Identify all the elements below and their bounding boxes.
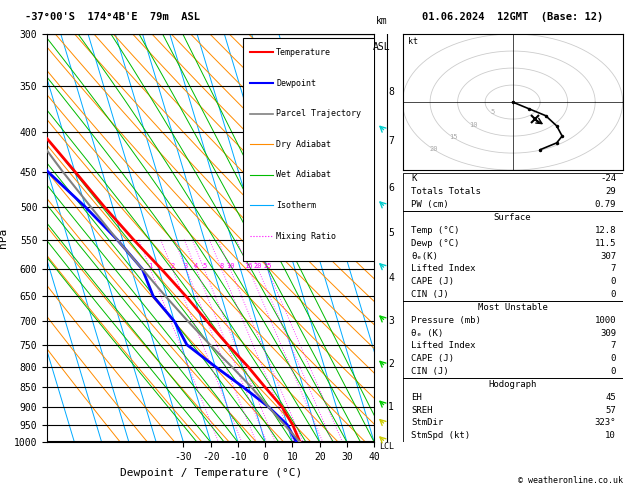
Text: 0.79: 0.79 bbox=[594, 200, 616, 209]
Text: © weatheronline.co.uk: © weatheronline.co.uk bbox=[518, 476, 623, 485]
Text: 1: 1 bbox=[148, 263, 152, 269]
Text: CIN (J): CIN (J) bbox=[411, 367, 449, 376]
Text: CIN (J): CIN (J) bbox=[411, 290, 449, 299]
Text: Wet Adiabat: Wet Adiabat bbox=[276, 171, 331, 179]
Text: 1: 1 bbox=[388, 401, 394, 412]
Text: 307: 307 bbox=[600, 252, 616, 260]
Text: 11.5: 11.5 bbox=[594, 239, 616, 248]
Text: 15: 15 bbox=[449, 134, 457, 140]
Text: Totals Totals: Totals Totals bbox=[411, 187, 481, 196]
Text: CAPE (J): CAPE (J) bbox=[411, 277, 454, 286]
Text: 5: 5 bbox=[388, 228, 394, 238]
Text: 0: 0 bbox=[611, 354, 616, 363]
Text: Pressure (mb): Pressure (mb) bbox=[411, 316, 481, 325]
Text: km: km bbox=[376, 16, 387, 26]
Text: Isotherm: Isotherm bbox=[276, 201, 316, 210]
Text: 4: 4 bbox=[388, 273, 394, 283]
Text: 0: 0 bbox=[611, 277, 616, 286]
Text: 7: 7 bbox=[611, 342, 616, 350]
Text: Mixing Ratio: Mixing Ratio bbox=[276, 232, 336, 241]
Text: 29: 29 bbox=[605, 187, 616, 196]
Text: Dry Adiabat: Dry Adiabat bbox=[276, 140, 331, 149]
Text: 1000: 1000 bbox=[594, 316, 616, 325]
Text: Isotherm: Isotherm bbox=[276, 201, 316, 210]
Text: Lifted Index: Lifted Index bbox=[411, 342, 476, 350]
Text: 6: 6 bbox=[388, 183, 394, 192]
Text: K: K bbox=[411, 174, 417, 183]
Text: 20: 20 bbox=[429, 146, 438, 152]
Text: Parcel Trajectory: Parcel Trajectory bbox=[276, 109, 361, 118]
Text: 3: 3 bbox=[388, 316, 394, 326]
Text: Mixing Ratio: Mixing Ratio bbox=[276, 232, 336, 241]
Text: 7: 7 bbox=[388, 136, 394, 146]
Text: 2: 2 bbox=[388, 360, 394, 369]
Text: SREH: SREH bbox=[411, 406, 433, 415]
Text: PW (cm): PW (cm) bbox=[411, 200, 449, 209]
Text: Lifted Index: Lifted Index bbox=[411, 264, 476, 273]
Text: 25: 25 bbox=[263, 263, 272, 269]
Text: Dewpoint: Dewpoint bbox=[276, 79, 316, 87]
Text: 01.06.2024  12GMT  (Base: 12): 01.06.2024 12GMT (Base: 12) bbox=[422, 12, 603, 22]
Text: 0: 0 bbox=[611, 367, 616, 376]
Text: Parcel Trajectory: Parcel Trajectory bbox=[276, 109, 361, 118]
Text: 5: 5 bbox=[491, 109, 495, 115]
Text: 323°: 323° bbox=[594, 418, 616, 428]
Text: 7: 7 bbox=[611, 264, 616, 273]
Text: StmDir: StmDir bbox=[411, 418, 443, 428]
Text: 2: 2 bbox=[170, 263, 175, 269]
Text: 4: 4 bbox=[194, 263, 198, 269]
Text: θₑ(K): θₑ(K) bbox=[411, 252, 438, 260]
Text: Temp (°C): Temp (°C) bbox=[411, 226, 460, 235]
Text: 12.8: 12.8 bbox=[594, 226, 616, 235]
Text: 16: 16 bbox=[245, 263, 253, 269]
Text: Dewpoint: Dewpoint bbox=[276, 79, 316, 87]
Text: Surface: Surface bbox=[494, 213, 532, 222]
Text: 57: 57 bbox=[605, 406, 616, 415]
Text: 309: 309 bbox=[600, 329, 616, 338]
Text: 20: 20 bbox=[253, 263, 262, 269]
Text: kt: kt bbox=[408, 37, 418, 47]
Text: -24: -24 bbox=[600, 174, 616, 183]
Text: 5: 5 bbox=[202, 263, 206, 269]
FancyBboxPatch shape bbox=[243, 38, 377, 260]
Text: θₑ (K): θₑ (K) bbox=[411, 329, 443, 338]
Text: CAPE (J): CAPE (J) bbox=[411, 354, 454, 363]
Text: Most Unstable: Most Unstable bbox=[477, 303, 548, 312]
Text: 10: 10 bbox=[469, 122, 477, 127]
X-axis label: Dewpoint / Temperature (°C): Dewpoint / Temperature (°C) bbox=[120, 468, 302, 478]
Y-axis label: hPa: hPa bbox=[0, 228, 8, 248]
Text: Temperature: Temperature bbox=[276, 48, 331, 57]
Text: LCL: LCL bbox=[379, 442, 394, 451]
Text: StmSpd (kt): StmSpd (kt) bbox=[411, 432, 470, 440]
Text: EH: EH bbox=[411, 393, 422, 402]
Text: Dewp (°C): Dewp (°C) bbox=[411, 239, 460, 248]
Text: ASL: ASL bbox=[373, 42, 391, 52]
Text: 8: 8 bbox=[388, 87, 394, 97]
Text: 45: 45 bbox=[605, 393, 616, 402]
Text: 8: 8 bbox=[220, 263, 224, 269]
Text: 10: 10 bbox=[226, 263, 235, 269]
Text: 10: 10 bbox=[605, 432, 616, 440]
Text: 3: 3 bbox=[184, 263, 188, 269]
Text: Dry Adiabat: Dry Adiabat bbox=[276, 140, 331, 149]
Text: -37°00'S  174°4B'E  79m  ASL: -37°00'S 174°4B'E 79m ASL bbox=[25, 12, 200, 22]
Text: Wet Adiabat: Wet Adiabat bbox=[276, 171, 331, 179]
Text: 0: 0 bbox=[611, 290, 616, 299]
Text: Temperature: Temperature bbox=[276, 48, 331, 57]
Text: Hodograph: Hodograph bbox=[489, 380, 537, 389]
